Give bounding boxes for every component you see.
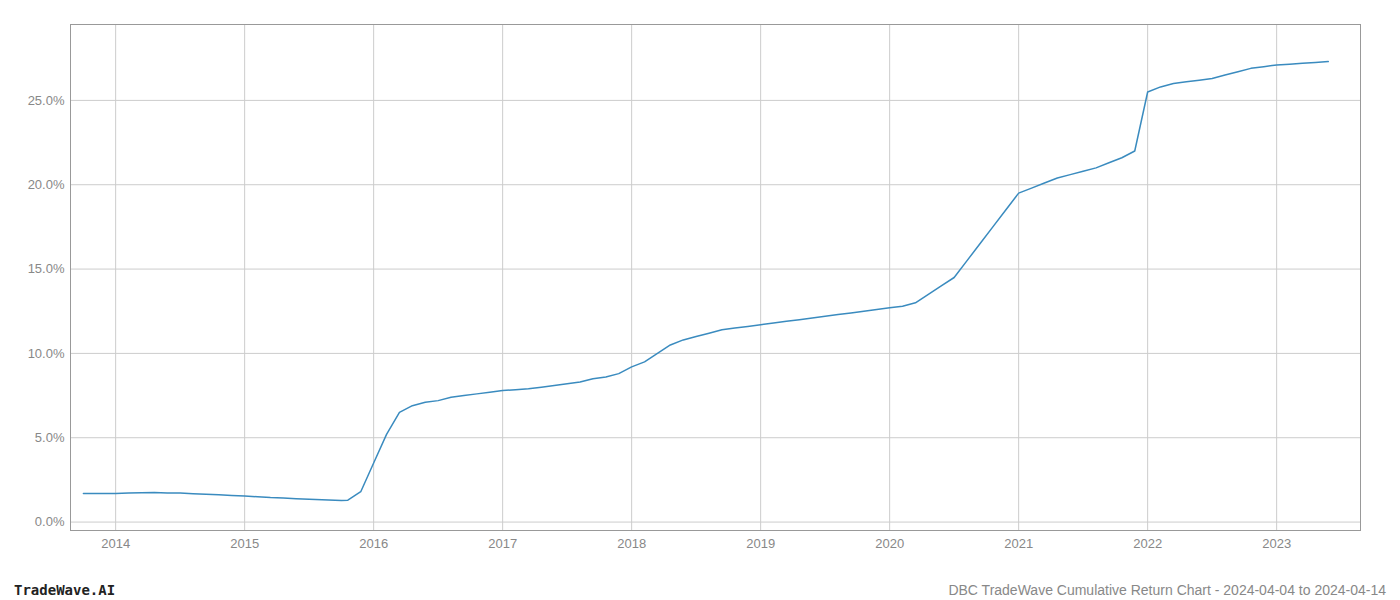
- svg-text:2021: 2021: [1004, 536, 1033, 551]
- svg-text:2018: 2018: [617, 536, 646, 551]
- svg-text:2014: 2014: [101, 536, 130, 551]
- svg-text:2016: 2016: [359, 536, 388, 551]
- svg-text:10.0%: 10.0%: [28, 346, 65, 361]
- html-text:TradeWave.AI: TradeWave.AI: [14, 582, 116, 598]
- svg-text:15.0%: 15.0%: [28, 261, 65, 276]
- svg-text:5.0%: 5.0%: [35, 430, 65, 445]
- svg-text:0.0%: 0.0%: [35, 514, 65, 529]
- svg-text:20.0%: 20.0%: [28, 177, 65, 192]
- html-text:DBC TradeWave Cumulative Retur: DBC TradeWave Cumulative Return Chart - …: [948, 582, 1386, 598]
- svg-text:2015: 2015: [230, 536, 259, 551]
- svg-text:25.0%: 25.0%: [28, 93, 65, 108]
- svg-text:2019: 2019: [746, 536, 775, 551]
- svg-text:2022: 2022: [1133, 536, 1162, 551]
- svg-text:2017: 2017: [488, 536, 517, 551]
- svg-text:2023: 2023: [1262, 536, 1291, 551]
- svg-text:2020: 2020: [875, 536, 904, 551]
